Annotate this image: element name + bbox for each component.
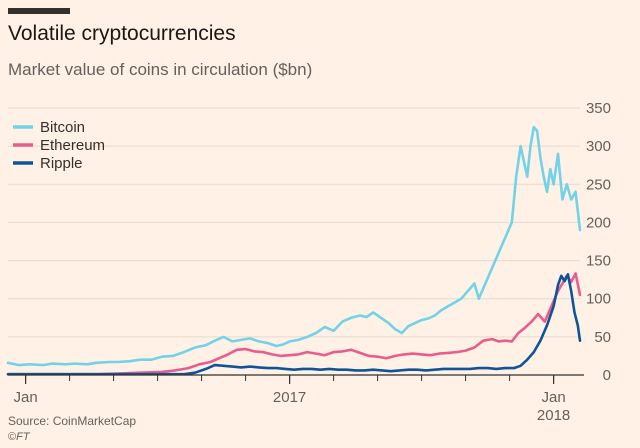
- y-axis-ticks: 0 50 100 150 200 250 300 350: [586, 100, 611, 384]
- y-tick-label-0: 0: [603, 367, 611, 384]
- series-line-bitcoin: [6, 125, 582, 367]
- series-lines: [6, 125, 582, 376]
- chart-subtitle: Market value of coins in circulation ($b…: [8, 60, 313, 79]
- copyright-symbol: ©: [8, 431, 17, 443]
- chart-title: Volatile cryptocurrencies: [8, 22, 236, 45]
- y-tick-label-300: 300: [586, 138, 611, 155]
- legend-label-bitcoin: Bitcoin: [40, 119, 85, 136]
- x-tick-year-2: 2018: [537, 407, 570, 424]
- brand-rule: [8, 8, 70, 14]
- y-tick-label-100: 100: [586, 291, 611, 308]
- ft-credit: ©FT: [8, 431, 30, 443]
- series-line-ethereum: [6, 272, 582, 376]
- legend-label-ethereum: Ethereum: [40, 137, 105, 154]
- gridlines: [8, 107, 580, 338]
- y-tick-label-50: 50: [594, 329, 611, 346]
- series-line-ripple: [6, 273, 582, 376]
- legend-label-ripple: Ripple: [40, 155, 83, 172]
- x-tick-label-0: Jan: [14, 389, 38, 406]
- x-tick-label-2: Jan: [542, 389, 566, 406]
- y-tick-label-150: 150: [586, 253, 611, 270]
- x-tick-label-1: 2017: [273, 389, 306, 406]
- y-tick-label-250: 250: [586, 176, 611, 193]
- ft-credit-text: FT: [16, 431, 30, 443]
- y-tick-label-200: 200: [586, 214, 611, 231]
- source-note: Source: CoinMarketCap: [8, 414, 137, 428]
- y-tick-label-350: 350: [586, 100, 611, 117]
